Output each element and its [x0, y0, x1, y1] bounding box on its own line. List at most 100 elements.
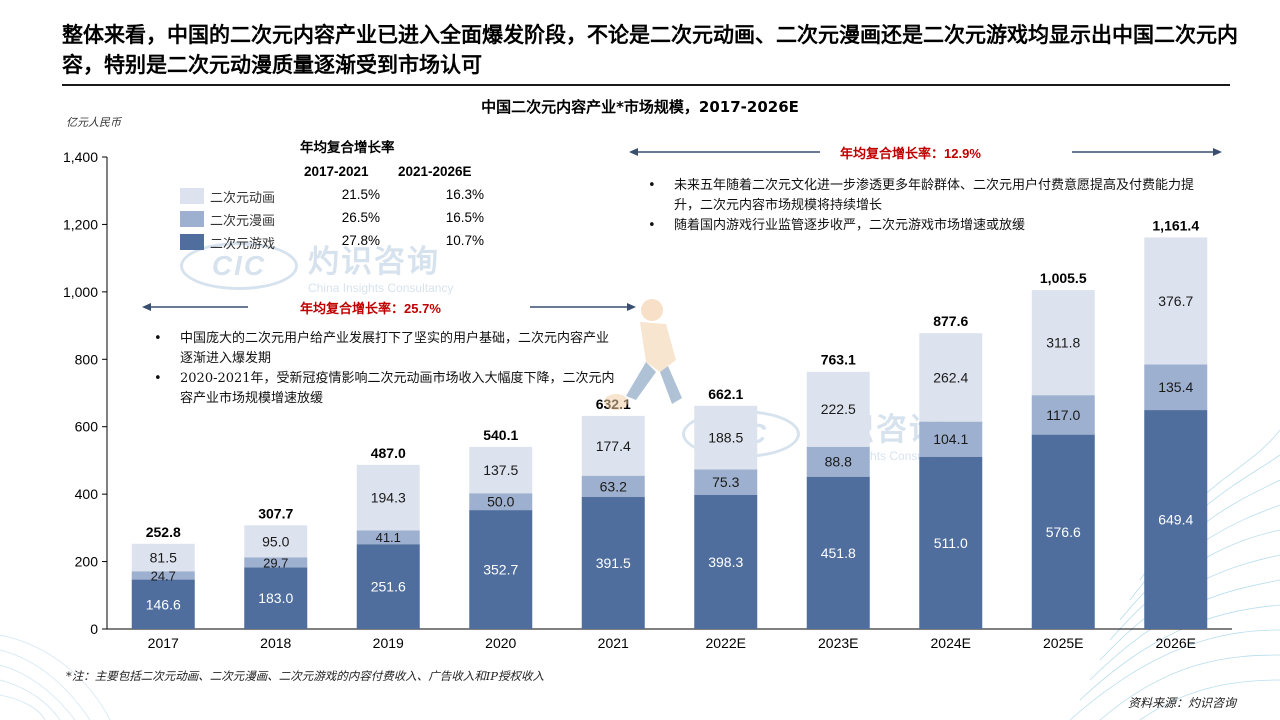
x-tick-label: 2024E	[931, 635, 971, 651]
bar-segment	[1144, 410, 1208, 629]
cagr-right-label: 年均复合增长率：12.9%	[840, 143, 981, 162]
bar-segment	[356, 464, 420, 531]
data-label: 88.8	[825, 454, 852, 470]
legend-item-comics: 二次元漫画 26.5% 16.5%	[176, 209, 496, 231]
data-label: 352.7	[483, 562, 518, 578]
y-axis-unit: 亿元人民币	[66, 116, 121, 129]
cagr-value: 10.7%	[445, 233, 484, 248]
y-tick-label: 1,200	[63, 216, 98, 232]
total-label: 252.8	[146, 524, 181, 540]
data-label: 188.5	[708, 430, 743, 446]
cagr-arrows	[142, 148, 1222, 311]
x-tick-label: 2019	[373, 635, 404, 651]
data-label: 177.4	[596, 438, 631, 454]
slide-headline: 整体来看，中国的二次元内容产业已进入全面爆发阶段，不论是二次元动画、二次元漫画还…	[62, 23, 1238, 77]
data-label: 311.8	[1046, 335, 1080, 351]
bar-segment	[919, 333, 983, 422]
cagr-table-title: 年均复合增长率	[300, 140, 395, 156]
total-label: 487.0	[371, 445, 406, 461]
bar-segment	[131, 571, 195, 580]
note-item: 随着国内游戏行业监管逐步收严，二次元游戏市场增速或放缓	[644, 216, 1218, 236]
data-label: 137.5	[483, 462, 518, 478]
bar-segment	[244, 557, 308, 568]
legend-swatch	[180, 234, 204, 250]
total-label: 662.1	[708, 386, 743, 402]
bar-segment	[469, 446, 533, 494]
x-tick-label: 2025E	[1043, 635, 1083, 651]
note-item: 未来五年随着二次元文化进一步渗透更多年龄群体、二次元用户付费意愿提高及付费能力提…	[644, 176, 1218, 216]
data-label: 251.6	[371, 579, 406, 595]
total-label: 877.6	[933, 313, 968, 329]
bar-segment	[806, 476, 870, 629]
legend-label: 二次元漫画	[210, 214, 276, 229]
bars: 146.6 24.7 81.5 252.8 2017 183.0 29.7 95.0 307.7…	[131, 217, 1208, 651]
bar-segment	[356, 544, 420, 629]
data-label: 29.7	[263, 555, 288, 570]
bar-segment	[1031, 395, 1095, 435]
data-label: 95.0	[262, 533, 289, 549]
x-tick-label: 2020	[485, 635, 516, 651]
data-label: 24.7	[151, 568, 176, 583]
bar-segment	[244, 567, 308, 629]
data-label: 104.1	[933, 431, 968, 447]
data-label: 117.0	[1046, 407, 1080, 423]
note-item: 中国庞大的二次元用户给产业发展打下了坚实的用户基础，二次元内容产业逐渐进入爆发期	[150, 329, 620, 369]
bar-segment	[581, 415, 645, 476]
cagr-left-value: 25.7%	[404, 301, 441, 316]
data-label: 135.4	[1158, 379, 1193, 395]
total-label: 307.7	[258, 505, 293, 521]
bar-segment	[919, 456, 983, 629]
cagr-value: 27.8%	[341, 233, 380, 248]
x-tick-label: 2018	[260, 635, 291, 651]
y-tick-label: 1,400	[63, 149, 98, 165]
data-label: 81.5	[150, 550, 177, 566]
data-label: 75.3	[712, 474, 739, 490]
y-tick-label: 400	[75, 486, 99, 502]
cagr-value: 21.5%	[341, 187, 380, 202]
bar-segment	[469, 510, 533, 629]
data-label: 511.0	[934, 535, 968, 551]
cagr-left-text: 年均复合增长率：	[300, 301, 405, 316]
legend-swatch	[180, 211, 204, 227]
legend-item-games: 二次元游戏 27.8% 10.7%	[176, 232, 496, 254]
bar-segment	[806, 371, 870, 447]
legend-label: 二次元动画	[210, 191, 276, 206]
cagr-header-2017-2021: 2017-2021	[304, 164, 369, 179]
headline-divider	[62, 84, 1230, 86]
cagr-value: 16.5%	[445, 210, 484, 225]
data-label: 183.0	[258, 590, 293, 606]
data-label: 576.6	[1046, 524, 1081, 540]
notes-right: 未来五年随着二次元文化进一步渗透更多年龄群体、二次元用户付费意愿提高及付费能力提…	[644, 176, 1218, 236]
total-label: 763.1	[821, 352, 856, 368]
y-tick-label: 1,000	[63, 284, 98, 300]
total-label: 540.1	[483, 427, 518, 443]
legend-swatch	[180, 188, 204, 204]
bar-segment	[581, 475, 645, 498]
bar-segment	[694, 494, 758, 629]
bar-segment	[806, 446, 870, 477]
x-tick-label: 2026E	[1156, 635, 1196, 651]
data-label: 41.1	[376, 530, 401, 545]
data-label: 63.2	[600, 478, 627, 494]
legend-item-animation: 二次元动画 21.5% 16.3%	[176, 186, 496, 208]
x-tick-label: 2022E	[706, 635, 746, 651]
total-label: 1,005.5	[1040, 270, 1087, 286]
bar-segment	[1031, 434, 1095, 629]
y-tick-label: 200	[75, 554, 99, 570]
bar-segment	[356, 530, 420, 545]
x-tick-label: 2017	[148, 635, 179, 651]
data-label: 376.7	[1158, 293, 1193, 309]
bar-segment	[131, 579, 195, 629]
legend-label: 二次元游戏	[210, 237, 276, 252]
data-label: 451.8	[821, 545, 856, 561]
y-tick-label: 600	[75, 419, 99, 435]
footnote: *注：主要包括二次元动画、二次元漫画、二次元游戏的内容付费收入、广告收入和IP授…	[66, 669, 545, 683]
chart-title: 中国二次元内容产业*市场规模，2017-2026E	[481, 98, 799, 116]
notes-left: 中国庞大的二次元用户给产业发展打下了坚实的用户基础，二次元内容产业逐渐进入爆发期…	[150, 329, 620, 409]
bar-segment	[694, 405, 758, 470]
bar-segment	[1144, 364, 1208, 411]
bar-segment	[244, 525, 308, 558]
data-label: 262.4	[933, 369, 968, 385]
bar-segment	[1031, 290, 1095, 396]
